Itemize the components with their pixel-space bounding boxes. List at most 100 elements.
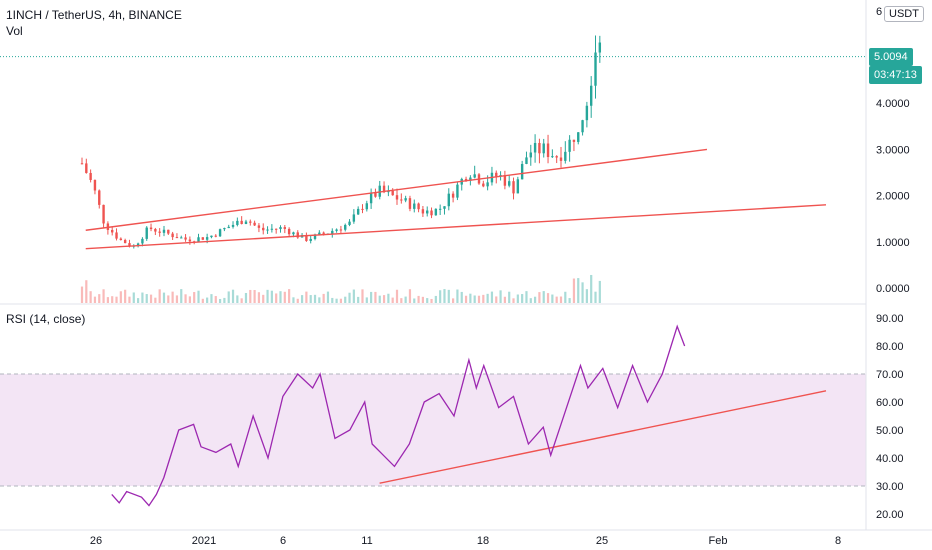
candle-body	[119, 238, 123, 240]
candle-body	[292, 232, 295, 235]
volume-bar	[357, 296, 360, 303]
volume-bar	[102, 289, 105, 303]
candle-body	[318, 232, 321, 235]
currency-button[interactable]: USDT	[884, 6, 924, 22]
volume-bar	[473, 295, 476, 303]
volume-bar	[499, 290, 502, 303]
candle-body	[175, 237, 179, 239]
candle-body	[551, 156, 554, 158]
candle-body	[594, 52, 597, 86]
volume-bar	[456, 289, 459, 303]
time-tick-label: 18	[477, 535, 489, 547]
rsi-tick-label: 20.00	[876, 509, 904, 521]
candle-body	[244, 221, 248, 224]
candle-body	[542, 143, 545, 154]
candle-body	[249, 221, 252, 223]
candle-body	[395, 195, 399, 200]
candle-body	[197, 237, 200, 242]
candle-body	[98, 190, 101, 205]
rsi-line	[111, 324, 686, 507]
candle-body	[503, 175, 507, 186]
candle-body	[520, 163, 524, 180]
candle-body	[404, 198, 407, 201]
price-tick-label: 0.0000	[876, 283, 910, 295]
symbol-title[interactable]: 1INCH / TetherUS, 4h, BINANCE	[6, 8, 182, 22]
volume-bar	[400, 298, 403, 303]
candle-body	[555, 156, 558, 158]
candle-body	[352, 214, 356, 222]
volume-bar	[266, 289, 269, 303]
volume-bar	[529, 298, 532, 303]
candle-body	[585, 105, 589, 121]
candle-body	[529, 152, 532, 158]
volume-bar	[594, 291, 597, 303]
volume-bar	[335, 298, 338, 303]
volume-label[interactable]: Vol	[6, 24, 23, 38]
volume-bar	[559, 296, 563, 303]
volume-bar	[477, 295, 481, 303]
candle-body	[464, 178, 468, 181]
time-tick-label: 26	[90, 535, 102, 547]
candle-body	[387, 190, 390, 193]
volume-bar	[490, 291, 494, 303]
volume-bar	[348, 292, 351, 303]
candle-body	[581, 120, 584, 133]
candle-body	[361, 208, 364, 210]
candle-body	[287, 228, 291, 235]
candle-body	[136, 243, 140, 246]
volume-bar	[85, 280, 88, 303]
volume-bar	[434, 295, 437, 303]
volume-bar	[598, 280, 601, 303]
volume-bar	[464, 295, 468, 303]
volume-bar	[387, 293, 390, 303]
candle-body	[538, 142, 541, 154]
price-trendline	[85, 204, 827, 250]
candle-body	[309, 238, 312, 241]
rsi-band	[0, 374, 866, 486]
trendlines-layer[interactable]	[85, 148, 827, 484]
volume-bar	[521, 294, 524, 303]
volume-bar	[577, 278, 580, 303]
volume-bar	[115, 296, 118, 303]
rsi-trendline	[379, 390, 827, 484]
candle-body	[434, 208, 438, 216]
candle-body	[469, 177, 472, 181]
volume-bar	[564, 291, 567, 303]
time-tick-label: 2021	[192, 535, 216, 547]
volume-bar	[339, 298, 343, 303]
candle-body	[408, 198, 412, 209]
time-tick-label: 6	[280, 535, 286, 547]
bar-countdown-badge: 03:47:13	[869, 66, 922, 84]
volume-bar	[89, 291, 92, 303]
volume-bar	[93, 296, 97, 303]
volume-bar	[538, 292, 541, 303]
candle-body	[443, 206, 446, 209]
candle-body	[335, 229, 338, 231]
candle-body	[512, 181, 515, 194]
volume-bar	[322, 293, 325, 303]
candle-body	[167, 229, 170, 234]
volume-bar	[318, 297, 321, 303]
volume-bar	[132, 292, 135, 303]
candle-body	[568, 139, 571, 152]
candle-body	[274, 228, 278, 230]
volume-bar	[98, 294, 101, 303]
axis-labels-layer: 0.0000 1.0000 2.0000 3.0000 4.0000 6 20.00 30.0…	[90, 6, 910, 547]
volume-bar	[175, 295, 179, 303]
volume-bar	[136, 298, 140, 303]
candle-body	[473, 174, 476, 178]
rsi-label[interactable]: RSI (14, close)	[6, 312, 86, 326]
candle-body	[218, 229, 222, 237]
price-tick-label: 6	[876, 6, 882, 18]
candle-body	[171, 233, 174, 238]
candle-body	[495, 172, 498, 177]
candle-body	[188, 239, 192, 242]
volume-bar	[214, 296, 217, 303]
candle-body	[378, 185, 381, 197]
candle-body	[145, 227, 148, 239]
volume-bar	[162, 292, 166, 303]
volume-bar	[361, 289, 364, 303]
volume-bar	[223, 297, 226, 303]
